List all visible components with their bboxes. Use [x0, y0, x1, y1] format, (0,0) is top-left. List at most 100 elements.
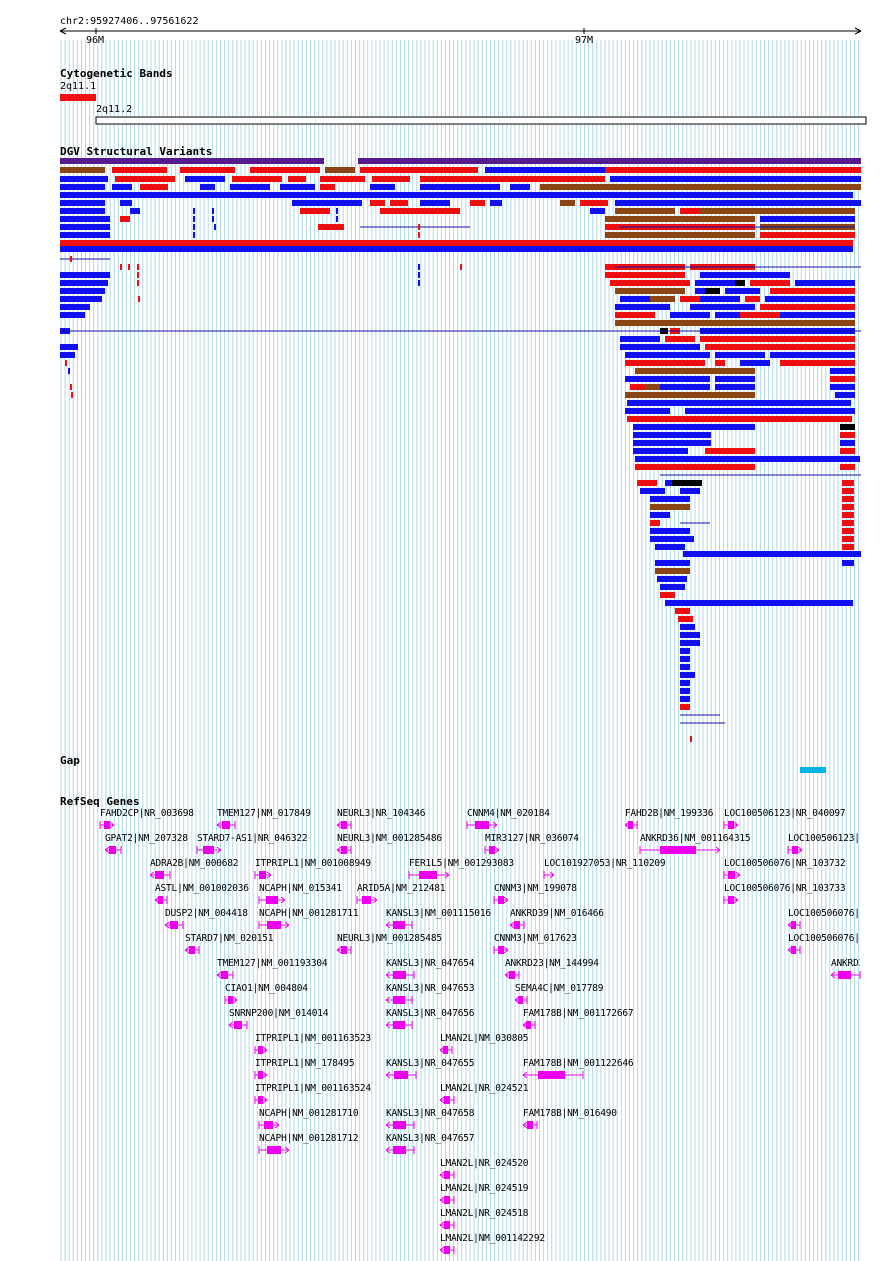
variant-bar	[650, 520, 660, 526]
variant-bar	[610, 280, 690, 286]
gene-label[interactable]: KANSL3|NR_047653	[386, 983, 475, 994]
gene-label[interactable]: DUSP2|NM_004418	[165, 908, 248, 919]
gene-label[interactable]: LOC100506076|NR_1	[788, 908, 860, 919]
gene-label[interactable]: LMAN2L|NR_024519	[440, 1183, 529, 1194]
variant-bar	[715, 352, 765, 358]
gene-label[interactable]: STARD7|NM_020151	[185, 933, 274, 944]
gene-label[interactable]: FER1L5|NM_001293083	[409, 858, 514, 869]
gene-label[interactable]: LOC100506076|NR_1	[788, 933, 860, 944]
gene-label[interactable]: TMEM127|NM_001193304	[217, 958, 328, 969]
gene-label[interactable]: NCAPH|NM_015341	[259, 883, 342, 894]
gene-label[interactable]: LOC100506123|NR_0	[788, 833, 860, 844]
variant-bar	[765, 296, 855, 302]
gene-label[interactable]: ANKRD23|NM_144994	[505, 958, 599, 969]
variant-bar	[620, 344, 700, 350]
gene-label[interactable]: LMAN2L|NR_024518	[440, 1208, 529, 1219]
gene-label[interactable]: ITPRIPL1|NM_001008949	[255, 858, 371, 869]
gene-label[interactable]: STARD7-AS1|NR_046322	[197, 833, 308, 844]
gene-label[interactable]: NEURL3|NR_104346	[337, 808, 426, 819]
gene-label[interactable]: NEURL3|NM_001285486	[337, 833, 442, 844]
gene-strand-arrow	[439, 1171, 445, 1179]
gene-label[interactable]: KANSL3|NR_047657	[386, 1133, 475, 1144]
variant-bar	[665, 480, 673, 486]
gene-label[interactable]: LMAN2L|NM_030805	[440, 1033, 529, 1044]
gene-strand-arrow	[439, 1096, 445, 1104]
gene-label[interactable]: NEURL3|NM_001285485	[337, 933, 442, 944]
gene-label[interactable]: ITPRIPL1|NM_001163523	[255, 1033, 371, 1044]
gene-label[interactable]: CNNM3|NM_017623	[494, 933, 577, 944]
gene-label[interactable]: CIAO1|NM_004804	[225, 983, 308, 994]
gene-label[interactable]: FAM178B|NM_001172667	[523, 1008, 634, 1019]
gene-label[interactable]: SNRNP200|NM_014014	[229, 1008, 329, 1019]
gene-exon-block	[267, 921, 281, 929]
gene-label[interactable]: ANKRD36B|N	[831, 958, 860, 969]
gene-label[interactable]: FAHD2B|NM_199336	[625, 808, 714, 819]
gene-exon-block	[498, 946, 504, 954]
gene-label[interactable]: KANSL3|NM_001115016	[386, 908, 491, 919]
gene-label[interactable]: ANKRD36|NM_001164315	[640, 833, 751, 844]
gene-label[interactable]: GPAT2|NM_207328	[105, 833, 188, 844]
gene-label[interactable]: FAHD2CP|NR_003698	[100, 808, 194, 819]
gene-label[interactable]: LMAN2L|NM_001142292	[440, 1233, 545, 1244]
variant-bar	[660, 592, 675, 598]
variant-bar	[625, 408, 670, 414]
gene-label[interactable]: NCAPH|NM_001281712	[259, 1133, 359, 1144]
gene-strand-arrow	[336, 846, 342, 854]
gene-label[interactable]: LMAN2L|NR_024521	[440, 1083, 529, 1094]
gene-label[interactable]: KANSL3|NR_047658	[386, 1108, 475, 1119]
variant-bar	[60, 158, 324, 164]
gene-label[interactable]: CNNM4|NM_020184	[467, 808, 550, 819]
variant-tick	[193, 216, 195, 222]
gene-label[interactable]: ASTL|NM_001002036	[155, 883, 249, 894]
gene-label[interactable]: LOC100506076|NR_103733	[724, 883, 846, 894]
gene-label[interactable]: NCAPH|NM_001281711	[259, 908, 359, 919]
gene-label[interactable]: FAM178B|NM_001122646	[523, 1058, 634, 1069]
variant-bar	[842, 528, 854, 534]
variant-bar	[358, 158, 861, 164]
gene-strand-arrow	[372, 896, 378, 904]
gene-label[interactable]: LOC101927053|NR_110209	[544, 858, 666, 869]
variant-bar	[760, 304, 855, 310]
variant-bar	[140, 184, 168, 190]
variant-bar	[615, 320, 855, 326]
gene-label[interactable]: KANSL3|NR_047655	[386, 1058, 475, 1069]
gene-label[interactable]: SEMA4C|NM_017789	[515, 983, 604, 994]
gene-label[interactable]: ADRA2B|NM_000682	[150, 858, 239, 869]
variant-bar	[840, 432, 855, 438]
gene-exon-block	[393, 996, 405, 1004]
variant-bar	[485, 167, 605, 173]
variant-bar	[320, 176, 365, 182]
gene-label[interactable]: TMEM127|NM_017849	[217, 808, 311, 819]
variant-bar	[750, 280, 790, 286]
variant-bar	[633, 432, 711, 438]
variant-bar	[795, 280, 855, 286]
variant-bar	[230, 184, 270, 190]
gene-label[interactable]: NCAPH|NM_001281710	[259, 1108, 359, 1119]
gene-label[interactable]: ITPRIPL1|NM_178495	[255, 1058, 355, 1069]
variant-bar	[490, 200, 502, 206]
gene-label[interactable]: KANSL3|NR_047656	[386, 1008, 475, 1019]
gene-strand-arrow	[503, 946, 509, 954]
variant-bar	[318, 224, 344, 230]
variant-bar	[320, 184, 335, 190]
variant-tick	[214, 224, 216, 230]
variant-bar	[370, 184, 395, 190]
gene-label[interactable]: ANKRD39|NM_016466	[510, 908, 604, 919]
gene-label[interactable]: ARID5A|NM_212481	[357, 883, 446, 894]
ruler-left-arrow	[59, 27, 67, 35]
variant-tick	[128, 264, 130, 270]
gene-label[interactable]: MIR3127|NR_036074	[485, 833, 579, 844]
gene-label[interactable]: CNNM3|NM_199078	[494, 883, 577, 894]
gene-label[interactable]: LMAN2L|NR_024520	[440, 1158, 529, 1169]
gene-label[interactable]: LOC100506123|NR_040097	[724, 808, 846, 819]
gene-strand-arrow	[385, 1021, 391, 1029]
variant-tick	[212, 216, 214, 222]
gene-label[interactable]: FAM178B|NM_016490	[523, 1108, 617, 1119]
variant-bar	[200, 184, 215, 190]
gene-exon-block	[728, 821, 734, 829]
gene-label[interactable]: KANSL3|NR_047654	[386, 958, 475, 969]
gene-strand-arrow	[274, 1121, 280, 1129]
gene-label[interactable]: LOC100506076|NR_103732	[724, 858, 846, 869]
gene-label[interactable]: ITPRIPL1|NM_001163524	[255, 1083, 371, 1094]
variant-bar	[292, 200, 362, 206]
